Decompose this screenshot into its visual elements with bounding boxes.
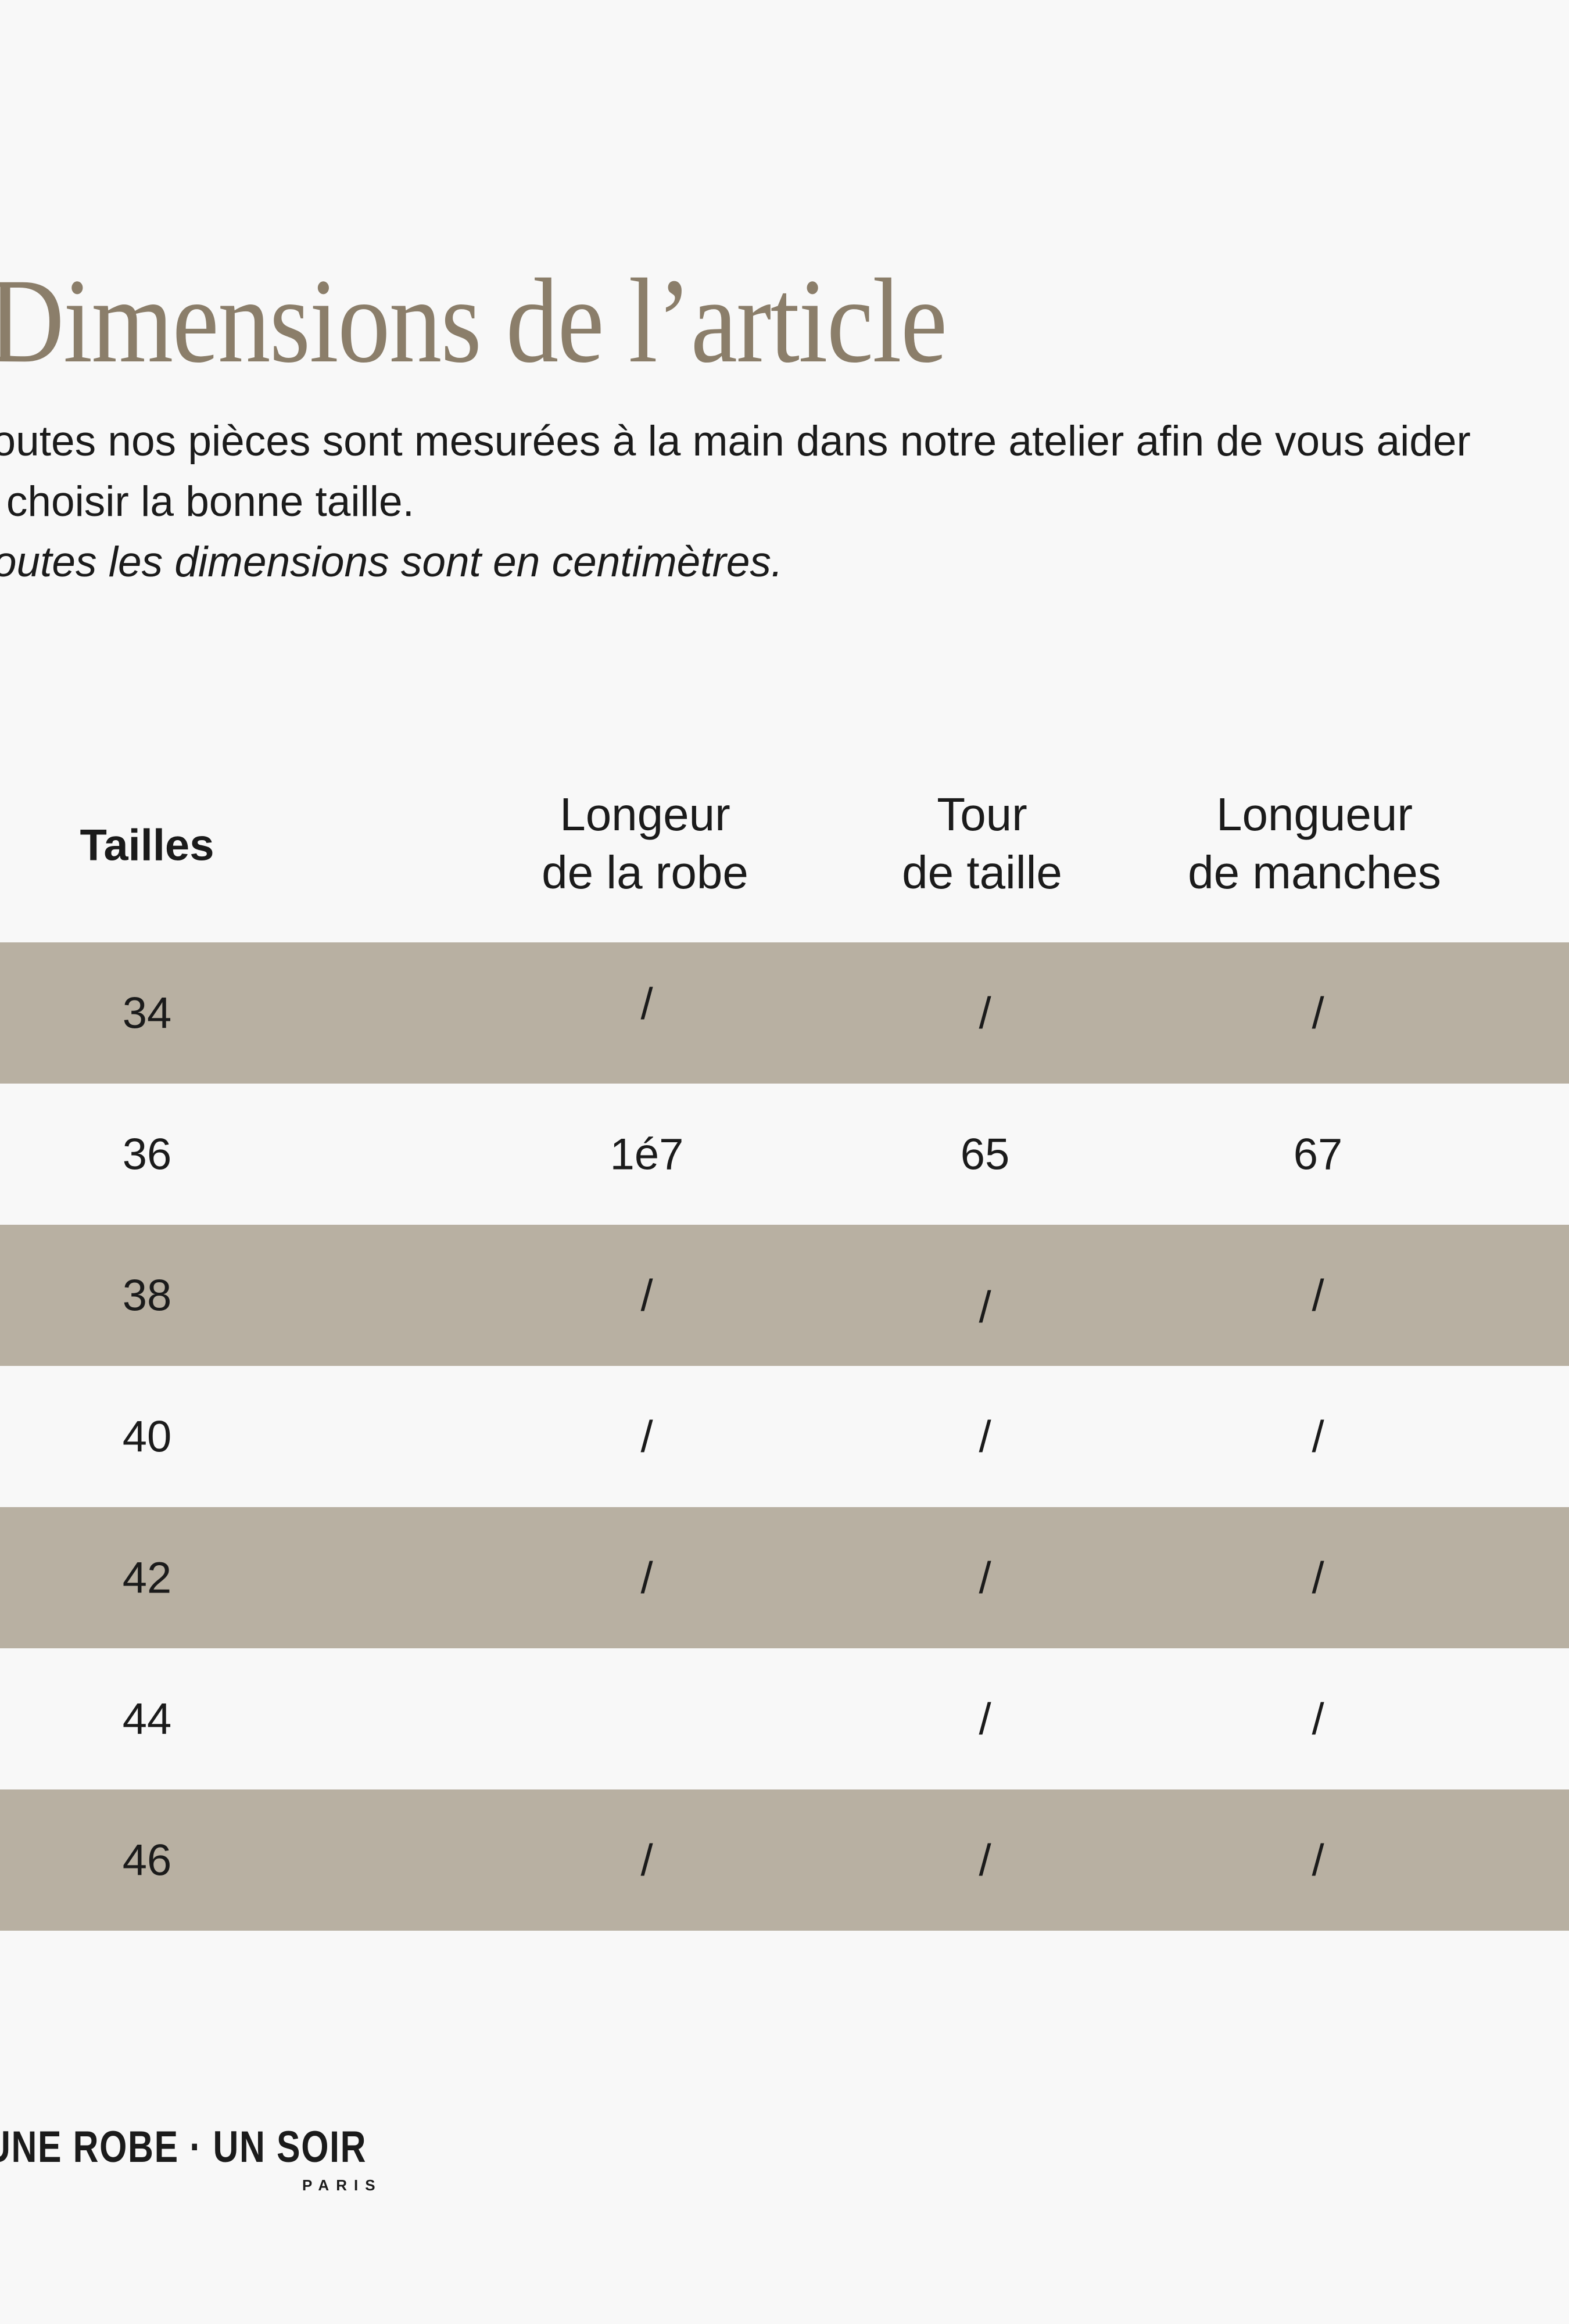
value-cell: / [640,1553,653,1602]
value-cell: / [979,1412,991,1461]
size-cell: 46 [122,1835,172,1885]
value-cell: 67 [1293,1129,1343,1179]
intro-text: Toutes nos pièces sont mesurées à la mai… [0,411,1471,593]
value-cell: / [979,1282,991,1332]
size-cell: 44 [122,1694,172,1744]
value-cell: / [1312,1694,1324,1744]
table-row: 40 / / / [0,1366,1569,1507]
value-cell: / [1312,1835,1324,1885]
value-cell: / [640,979,653,1028]
column-header-longueur-manches: Longueur de manches [1188,788,1441,898]
size-cell: 42 [122,1553,172,1602]
column-header-tailles: Tailles [80,820,214,870]
column-header-longeur-robe: Longeur de la robe [542,788,748,898]
column-header-tour-taille: Tour de taille [902,788,1062,898]
value-cell: / [640,1835,653,1885]
brand-city: PARIS [302,2176,382,2194]
table-row: 46 / / / [0,1789,1569,1931]
table-row: 36 1é7 65 67 [0,1084,1569,1225]
value-cell: / [640,1412,653,1461]
table-row: 38 / / / [0,1225,1569,1366]
value-cell: / [979,988,991,1038]
size-cell: 36 [122,1129,172,1179]
value-cell: / [1312,1553,1324,1602]
value-cell: / [979,1553,991,1602]
table-row: 44 / / [0,1648,1569,1789]
size-cell: 34 [122,988,172,1038]
size-cell: 38 [122,1271,172,1320]
value-cell: / [1312,1412,1324,1461]
value-cell: / [640,1271,653,1320]
table-row: 42 / / / [0,1507,1569,1648]
intro-line-1: Toutes nos pièces sont mesurées à la mai… [0,418,1471,465]
size-table: 34 / / / 36 1é7 65 67 38 / / / 40 / / / … [0,942,1569,1931]
size-cell: 40 [122,1412,172,1461]
table-row: 34 / / / [0,942,1569,1084]
value-cell: / [979,1835,991,1885]
value-cell: / [1312,988,1324,1038]
intro-line-2: à choisir la bonne taille. [0,478,414,525]
value-cell: / [979,1694,991,1744]
page-title: Dimensions de l’article [0,254,947,388]
value-cell: 65 [960,1129,1010,1179]
value-cell: / [1312,1271,1324,1320]
brand-logo: UNE ROBE · UN SOIR [0,2122,367,2172]
units-note: Toutes les dimensions sont en centimètre… [0,539,783,586]
value-cell: 1é7 [610,1129,684,1179]
